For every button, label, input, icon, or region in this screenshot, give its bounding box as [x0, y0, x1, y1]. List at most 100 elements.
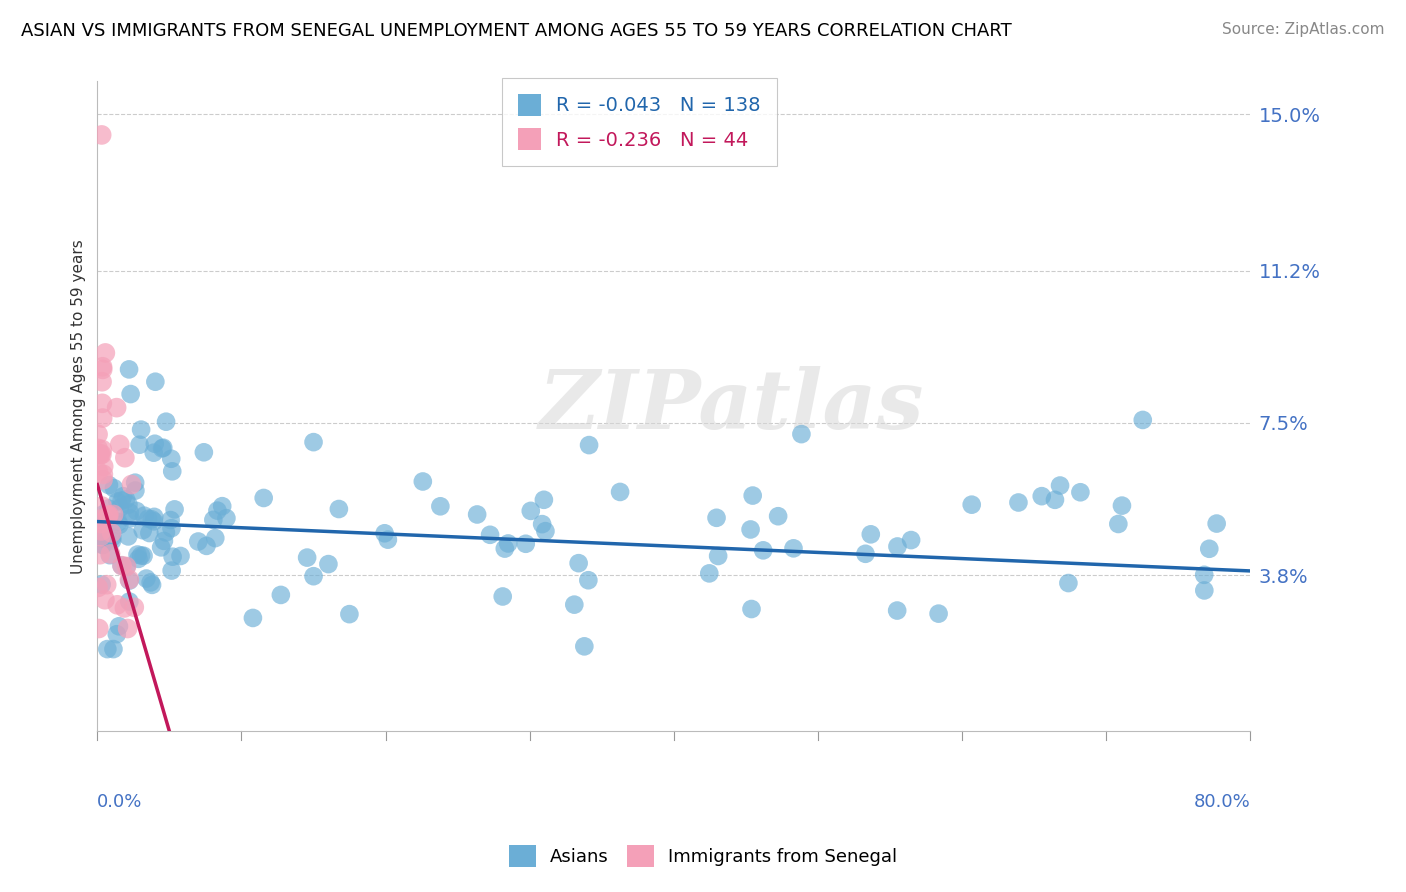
- Point: [270, 588, 292, 602]
- Point: [782, 541, 804, 556]
- Point: [108, 619, 131, 633]
- Point: [1194, 583, 1216, 598]
- Point: [108, 517, 131, 532]
- Point: [87, 442, 110, 456]
- Point: [94, 515, 117, 529]
- Point: [562, 598, 585, 612]
- Point: [533, 492, 555, 507]
- Point: [479, 528, 502, 542]
- Point: [374, 526, 396, 541]
- Point: [568, 556, 591, 570]
- Point: [93, 459, 115, 474]
- Point: [91, 473, 114, 487]
- Legend: Asians, Immigrants from Senegal: Asians, Immigrants from Senegal: [502, 838, 904, 874]
- Point: [118, 506, 141, 520]
- Point: [534, 524, 557, 538]
- Point: [202, 513, 225, 527]
- Point: [1069, 485, 1091, 500]
- Point: [90, 530, 112, 544]
- Point: [97, 508, 120, 523]
- Point: [93, 467, 115, 482]
- Point: [105, 627, 128, 641]
- Point: [155, 415, 177, 429]
- Point: [111, 558, 134, 573]
- Point: [193, 445, 215, 459]
- Y-axis label: Unemployment Among Ages 55 to 59 years: Unemployment Among Ages 55 to 59 years: [72, 239, 86, 574]
- Point: [1031, 489, 1053, 503]
- Point: [1057, 576, 1080, 591]
- Point: [91, 538, 114, 552]
- Point: [740, 523, 762, 537]
- Point: [120, 387, 142, 401]
- Point: [117, 498, 139, 512]
- Point: [706, 510, 728, 524]
- Point: [112, 601, 135, 615]
- Point: [928, 607, 950, 621]
- Point: [707, 549, 730, 563]
- Point: [110, 558, 132, 573]
- Legend: R = -0.043   N = 138, R = -0.236   N = 44: R = -0.043 N = 138, R = -0.236 N = 44: [502, 78, 776, 166]
- Point: [531, 517, 554, 532]
- Point: [128, 438, 150, 452]
- Point: [90, 577, 112, 591]
- Text: ZIPatlas: ZIPatlas: [538, 367, 924, 446]
- Point: [91, 359, 114, 374]
- Point: [105, 598, 128, 612]
- Point: [101, 530, 124, 544]
- Point: [576, 573, 599, 587]
- Point: [90, 448, 112, 462]
- Point: [142, 445, 165, 459]
- Point: [94, 346, 117, 360]
- Point: [108, 437, 131, 451]
- Point: [790, 427, 813, 442]
- Point: [1198, 541, 1220, 556]
- Point: [91, 396, 114, 410]
- Point: [160, 564, 183, 578]
- Point: [429, 500, 451, 514]
- Point: [1007, 495, 1029, 509]
- Point: [150, 442, 173, 456]
- Point: [162, 464, 184, 478]
- Point: [115, 559, 138, 574]
- Point: [1043, 492, 1066, 507]
- Point: [118, 362, 141, 376]
- Point: [121, 477, 143, 491]
- Point: [91, 362, 114, 376]
- Point: [132, 549, 155, 563]
- Point: [132, 523, 155, 537]
- Point: [159, 513, 181, 527]
- Point: [91, 375, 114, 389]
- Point: [136, 512, 159, 526]
- Point: [87, 465, 110, 479]
- Point: [91, 532, 114, 546]
- Point: [215, 511, 238, 525]
- Point: [89, 447, 111, 461]
- Point: [295, 550, 318, 565]
- Point: [90, 516, 112, 531]
- Point: [143, 436, 166, 450]
- Point: [125, 504, 148, 518]
- Point: [98, 548, 121, 562]
- Point: [1107, 516, 1129, 531]
- Point: [96, 642, 118, 657]
- Point: [115, 559, 138, 574]
- Point: [96, 533, 118, 548]
- Point: [162, 549, 184, 564]
- Point: [129, 423, 152, 437]
- Point: [87, 581, 110, 595]
- Point: [90, 524, 112, 538]
- Point: [195, 539, 218, 553]
- Point: [494, 541, 516, 556]
- Point: [207, 503, 229, 517]
- Point: [103, 642, 125, 657]
- Point: [143, 375, 166, 389]
- Point: [105, 494, 128, 508]
- Point: [96, 577, 118, 591]
- Point: [520, 504, 543, 518]
- Point: [94, 592, 117, 607]
- Point: [118, 594, 141, 608]
- Point: [124, 600, 146, 615]
- Point: [766, 509, 789, 524]
- Point: [128, 552, 150, 566]
- Point: [129, 549, 152, 563]
